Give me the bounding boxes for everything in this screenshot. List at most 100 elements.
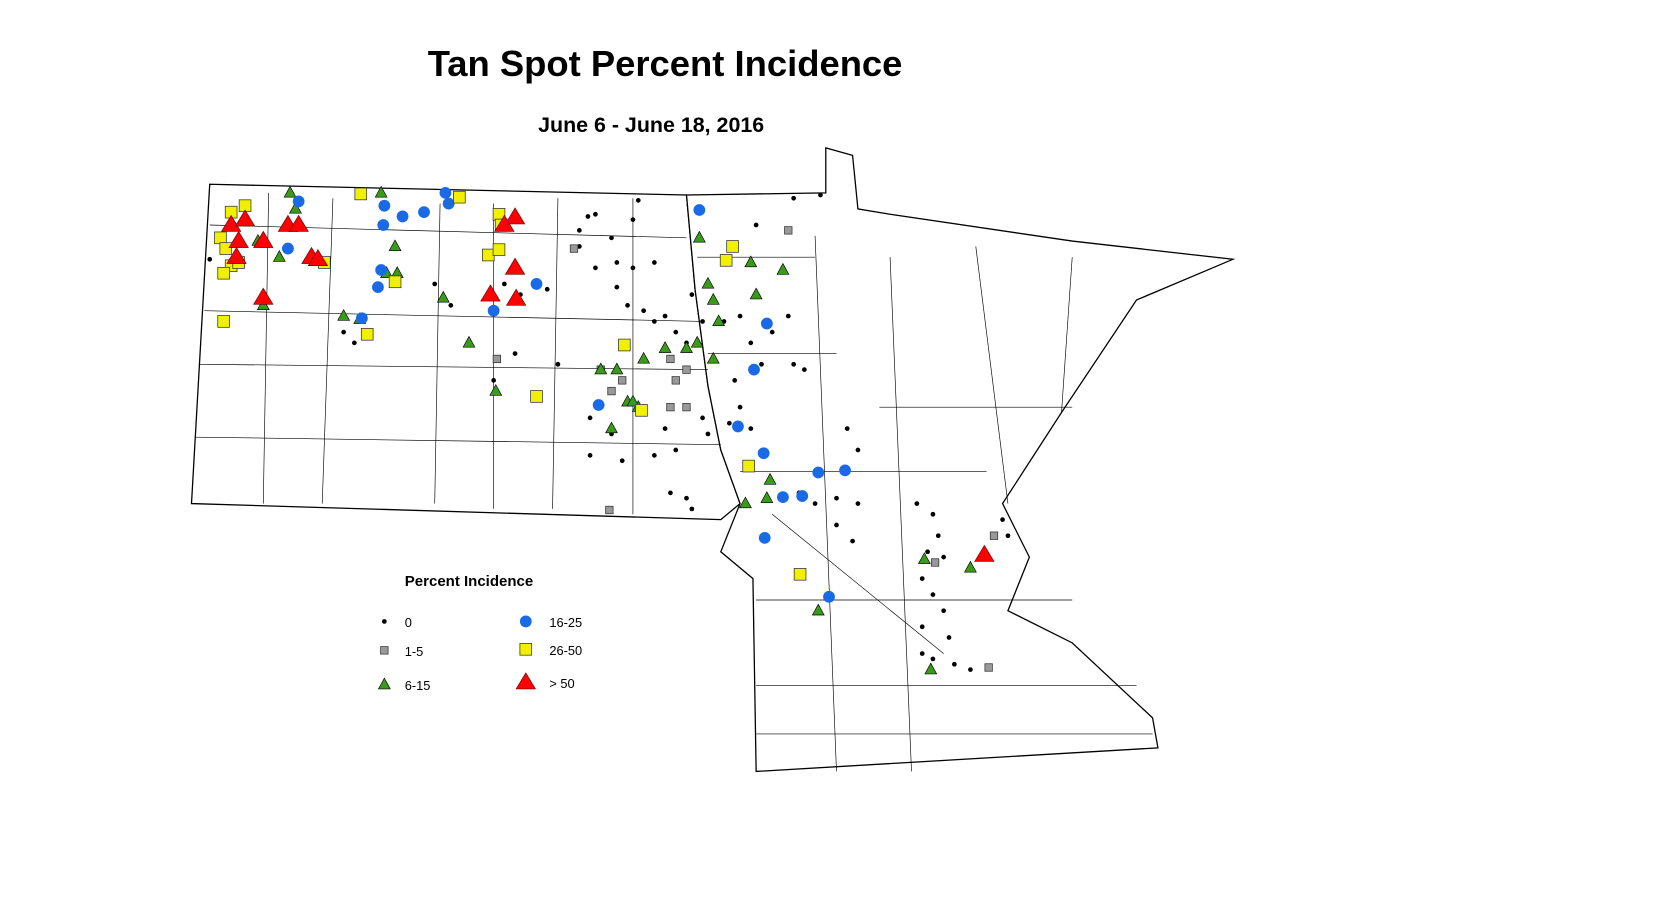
marker-1-5 <box>380 646 389 655</box>
marker-16-25 <box>760 317 773 330</box>
marker-1-5 <box>492 354 501 364</box>
marker-0 <box>352 340 357 346</box>
markers <box>207 185 1011 675</box>
marker-16-25 <box>372 281 384 294</box>
marker-0 <box>491 378 496 383</box>
marker-0 <box>614 260 620 265</box>
marker-16-25 <box>282 242 294 255</box>
marker-0 <box>502 281 507 287</box>
marker-0 <box>930 656 936 662</box>
marker-26-50 <box>482 248 495 262</box>
marker-0 <box>587 415 593 421</box>
marker-16-25 <box>487 304 500 317</box>
marker-0 <box>512 351 518 356</box>
marker-6-15 <box>658 341 672 353</box>
marker-6-15 <box>605 421 618 434</box>
marker-0 <box>834 495 839 501</box>
marker-1-5 <box>666 354 675 364</box>
marker-16-25 <box>796 490 809 502</box>
marker-0 <box>818 192 823 198</box>
marker-0 <box>919 576 925 581</box>
marker-0 <box>930 511 936 517</box>
marker-16-25 <box>378 199 391 212</box>
marker-0 <box>448 303 454 308</box>
north-dakota <box>190 183 741 521</box>
marker-0 <box>630 265 636 271</box>
marker-1-5 <box>930 558 940 567</box>
marker-1-5 <box>605 505 614 515</box>
marker-0 <box>1005 533 1011 539</box>
marker-0 <box>689 506 695 512</box>
marker-6-15 <box>706 351 720 364</box>
legend-label: > 50 <box>549 676 574 691</box>
legend-label: 26-50 <box>549 643 582 658</box>
marker-6-15 <box>680 341 693 353</box>
marker-0 <box>341 329 346 335</box>
marker-gt-50 <box>234 209 256 227</box>
marker-6-15 <box>489 383 503 396</box>
marker-16-25 <box>519 615 532 628</box>
marker-26-50 <box>219 242 233 255</box>
marker-6-15 <box>272 250 286 262</box>
marker-1-5 <box>618 376 627 385</box>
marker-0 <box>652 319 657 324</box>
marker-6-15 <box>690 335 704 348</box>
marker-0 <box>593 211 598 217</box>
marker-26-50 <box>360 328 374 341</box>
marker-0 <box>753 222 759 228</box>
marker-1-5 <box>682 365 691 374</box>
marker-0 <box>609 235 614 241</box>
marker-0 <box>689 292 695 297</box>
marker-26-50 <box>492 243 506 256</box>
marker-0 <box>946 635 952 640</box>
marker-26-50 <box>217 266 230 280</box>
marker-gt-50 <box>515 672 536 690</box>
marker-0 <box>759 361 764 367</box>
marker-0 <box>662 426 668 431</box>
marker-16-25 <box>355 312 368 325</box>
marker-gt-50 <box>480 284 501 302</box>
marker-0 <box>855 501 861 506</box>
marker-0 <box>593 265 598 271</box>
marker-0 <box>914 501 920 506</box>
marker-0 <box>919 651 925 656</box>
marker-26-50 <box>530 390 543 403</box>
marker-0 <box>850 538 855 544</box>
marker-0 <box>791 361 796 367</box>
marker-26-50 <box>217 315 230 328</box>
marker-0 <box>769 329 775 335</box>
marker-gt-50 <box>974 544 995 562</box>
marker-0 <box>673 447 679 453</box>
marker-gt-50 <box>494 214 515 232</box>
marker-0 <box>652 453 657 458</box>
marker-1-5 <box>569 244 579 253</box>
marker-0 <box>555 361 561 367</box>
marker-0 <box>432 281 438 287</box>
marker-16-25 <box>418 206 430 219</box>
marker-6-15 <box>924 662 938 675</box>
marker-26-50 <box>726 240 739 253</box>
marker-gt-50 <box>504 257 526 275</box>
marker-1-5 <box>989 531 999 540</box>
marker-6-15 <box>760 491 774 503</box>
marker-0 <box>700 415 705 421</box>
county-lines <box>195 192 1153 772</box>
marker-26-50 <box>519 643 533 656</box>
marker-6-15 <box>388 239 402 252</box>
minnesota <box>685 147 1236 773</box>
marker-0 <box>705 431 711 437</box>
marker-6-15 <box>377 677 391 690</box>
marker-6-15 <box>288 201 302 214</box>
legend: 0 1-5 6-15 16-25 26-50 > 50 <box>377 615 582 693</box>
marker-0 <box>619 458 625 464</box>
marker-gt-50 <box>228 230 249 248</box>
marker-0 <box>727 420 732 426</box>
marker-0 <box>635 198 641 203</box>
marker-gt-50 <box>288 214 309 232</box>
marker-0 <box>748 426 754 431</box>
marker-0 <box>614 284 620 290</box>
marker-0 <box>652 260 657 265</box>
marker-26-50 <box>793 568 807 581</box>
marker-1-5 <box>671 376 680 385</box>
